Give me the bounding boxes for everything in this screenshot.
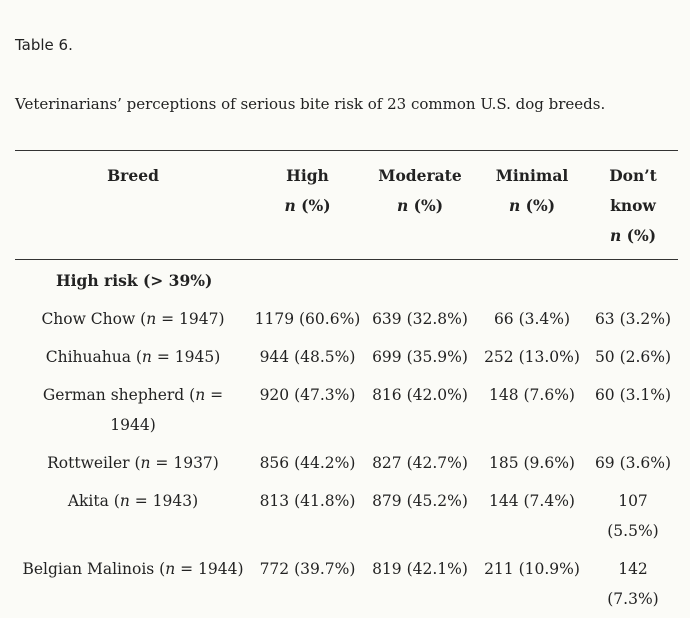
table-label: Table 6. (15, 36, 73, 54)
group-label: High risk (> 39%) (56, 271, 213, 290)
minimal-cell: 144 (7.4%) (489, 492, 575, 510)
minimal-cell: 148 (7.6%) (489, 386, 575, 404)
moderate-cell: 819 (42.1%) (372, 560, 468, 578)
dont-know-cell: 60 (3.1%) (594, 386, 672, 404)
header-dont-know: Don’t know n (%) (609, 166, 657, 245)
table-row: Akita (n = 1943) 813 (41.8%) 879 (45.2%)… (15, 482, 678, 550)
header-moderate: Moderate n (%) (378, 166, 462, 215)
dont-know-cell: 107 (5.5%) (607, 492, 659, 540)
minimal-cell: 66 (3.4%) (493, 310, 571, 328)
table-title: Veterinarians’ perceptions of serious bi… (15, 95, 606, 113)
moderate-cell: 879 (45.2%) (372, 492, 468, 510)
high-cell: 772 (39.7%) (259, 560, 356, 578)
header-row: Breed High n (%) Moderate n (%) Minimal … (15, 150, 678, 260)
group-row-high-risk: High risk (> 39%) (15, 260, 678, 301)
dont-know-cell: 50 (2.6%) (594, 348, 672, 366)
breed-cell: Rottweiler (n = 1937) (47, 454, 219, 472)
breed-cell: Belgian Malinois (n = 1944) (22, 560, 244, 578)
moderate-cell: 816 (42.0%) (372, 386, 468, 404)
table-row: Chow Chow (n = 1947) 1179 (60.6%) 639 (3… (15, 300, 678, 338)
breed-cell: Chow Chow (n = 1947) (41, 310, 225, 328)
header-minimal: Minimal n (%) (495, 166, 569, 215)
high-cell: 856 (44.2%) (259, 454, 356, 472)
table-row: Rottweiler (n = 1937) 856 (44.2%) 827 (4… (15, 444, 678, 482)
minimal-cell: 252 (13.0%) (484, 348, 580, 366)
breed-cell: German shepherd (n = 1944) (42, 386, 224, 434)
table-row: Chihuahua (n = 1945) 944 (48.5%) 699 (35… (15, 338, 678, 376)
dont-know-cell: 69 (3.6%) (594, 454, 672, 472)
moderate-cell: 639 (32.8%) (372, 310, 468, 328)
high-cell: 813 (41.8%) (259, 492, 356, 510)
minimal-cell: 185 (9.6%) (489, 454, 575, 472)
bite-risk-table: Breed High n (%) Moderate n (%) Minimal … (15, 150, 678, 618)
moderate-cell: 699 (35.9%) (372, 348, 468, 366)
minimal-cell: 211 (10.9%) (484, 560, 580, 578)
high-cell: 944 (48.5%) (259, 348, 356, 366)
high-cell: 920 (47.3%) (259, 386, 356, 404)
breed-cell: Chihuahua (n = 1945) (45, 348, 221, 366)
table-row: Belgian Malinois (n = 1944) 772 (39.7%) … (15, 550, 678, 618)
dont-know-cell: 142 (7.3%) (607, 560, 659, 608)
high-cell: 1179 (60.6%) (254, 310, 361, 328)
moderate-cell: 827 (42.7%) (372, 454, 468, 472)
table-row: German shepherd (n = 1944) 920 (47.3%) 8… (15, 376, 678, 444)
breed-cell: Akita (n = 1943) (67, 492, 199, 510)
header-breed: Breed (107, 166, 159, 185)
dont-know-cell: 63 (3.2%) (594, 310, 672, 328)
header-high: High n (%) (284, 166, 331, 215)
